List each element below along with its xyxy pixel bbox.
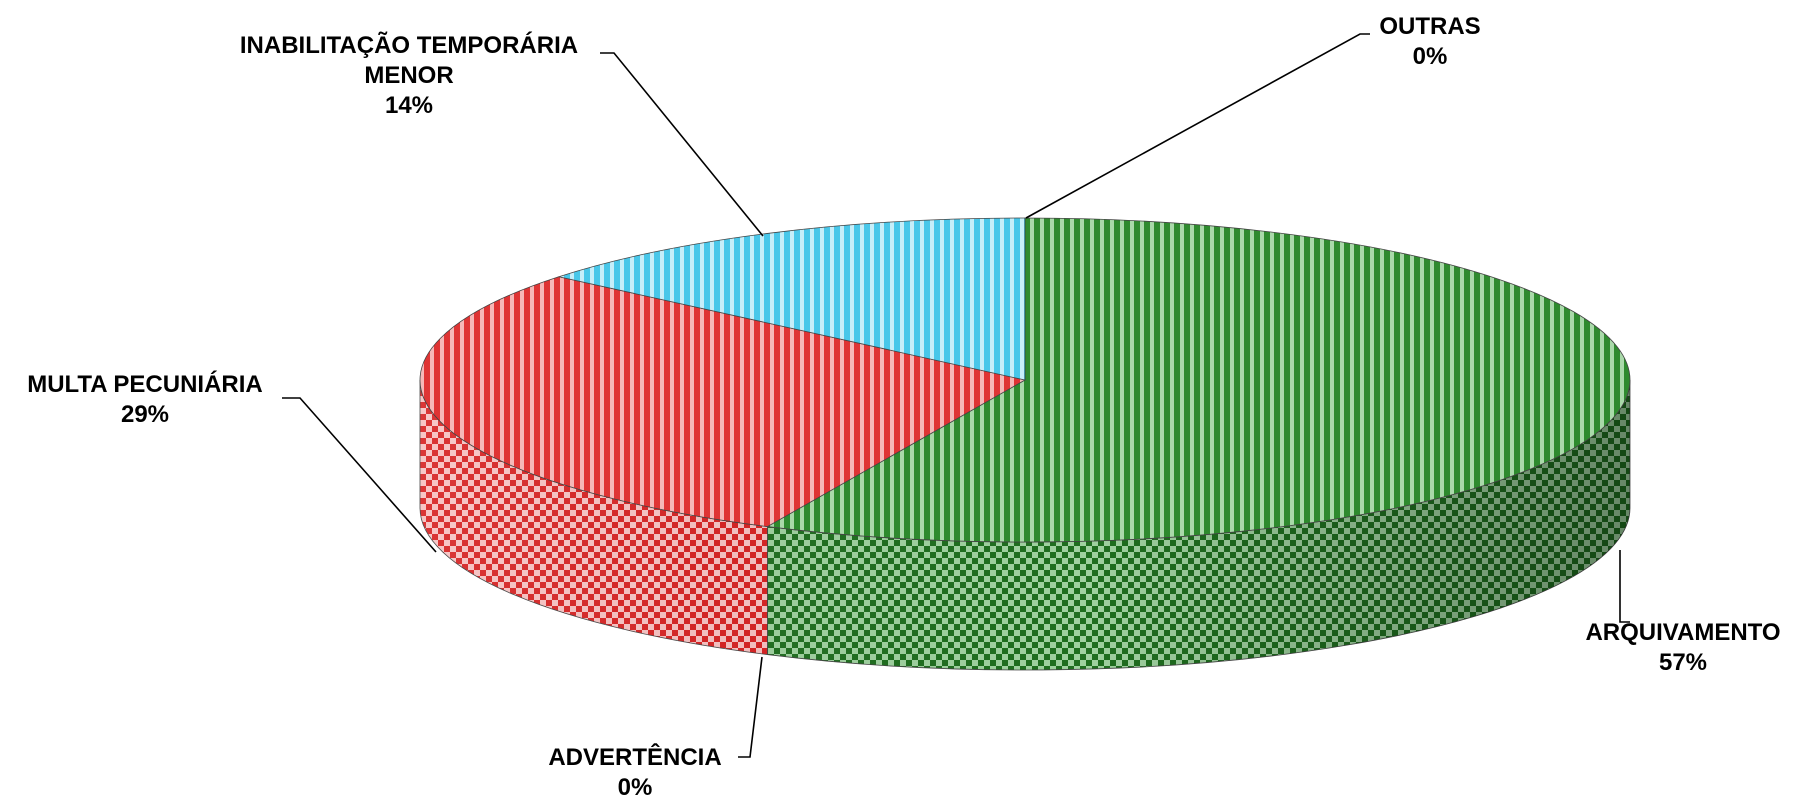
slice-label-inabilitacao-temporaria-menor-line1: INABILITAÇÃO TEMPORÁRIA — [240, 31, 578, 59]
slice-label-arquivamento: ARQUIVAMENTO — [1585, 619, 1780, 646]
pie-slice-inabilitacao-temporaria-menor — [557, 217, 1026, 381]
pie-rim-shading — [420, 380, 1630, 670]
leader-line-multa-pecuniaria — [282, 397, 437, 553]
leader-line-inabilitacao-temporaria-menor — [600, 52, 764, 237]
pie-labels: ARQUIVAMENTO 57% ADVERTÊNCIA 0% MULTA PECUNI… — [27, 13, 1780, 797]
slice-label-outras: OUTRAS — [1379, 13, 1480, 40]
slice-label-advertencia: ADVERTÊNCIA — [548, 743, 721, 771]
leader-line-advertencia — [738, 656, 763, 758]
slice-label-multa-pecuniaria: MULTA PECUNIÁRIA — [27, 370, 263, 398]
pie-slice-arquivamento — [766, 217, 1631, 543]
leader-line-outras — [1025, 33, 1370, 219]
slice-value-advertencia: 0% — [618, 774, 653, 797]
slice-value-multa-pecuniaria: 29% — [121, 401, 169, 428]
slice-value-inabilitacao-temporaria-menor: 14% — [385, 92, 433, 119]
pie-tops — [419, 217, 1631, 543]
slice-value-outras: 0% — [1413, 43, 1448, 70]
slice-value-arquivamento: 57% — [1659, 649, 1707, 676]
leader-line-arquivamento — [1619, 550, 1630, 623]
pie-slice-multa-pecuniaria — [419, 276, 1027, 527]
slice-label-inabilitacao-temporaria-menor-line2: MENOR — [364, 62, 453, 89]
